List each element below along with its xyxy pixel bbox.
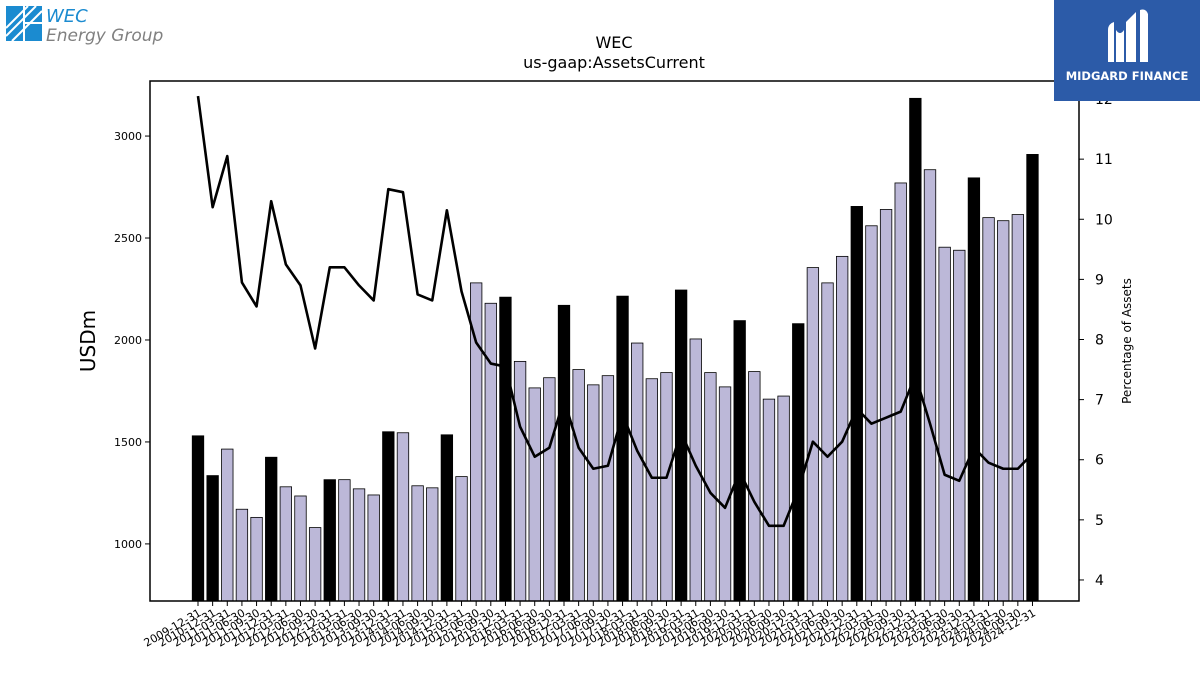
midgard-logo-text: MIDGARD FINANCE	[1065, 69, 1189, 83]
bar-2019-12-31	[733, 320, 746, 602]
y2-tick-label: 6	[1095, 453, 1104, 469]
bar-2014-12-31	[440, 434, 454, 602]
bar-2014-03-31	[396, 432, 410, 602]
bar-2019-09-30	[718, 386, 732, 602]
bar-2024-06-30	[997, 220, 1010, 602]
y2-tick-label: 4	[1095, 573, 1104, 589]
line-group	[196, 95, 1034, 528]
bar-2018-09-30	[660, 372, 673, 602]
bar-2018-03-31	[631, 342, 644, 602]
bar-2020-09-30	[777, 395, 790, 602]
bar-2013-06-30	[352, 488, 366, 602]
bar-2015-09-30	[484, 302, 497, 602]
bar-2011-12-31	[265, 456, 278, 602]
wec-logo	[6, 6, 166, 50]
y2-tick-label: 5	[1095, 513, 1104, 529]
bar-2017-03-31	[572, 369, 585, 602]
y-tick-label: 1000	[114, 538, 142, 551]
bar-2012-12-31	[323, 479, 336, 602]
y-tick-label: 2000	[114, 334, 142, 347]
percentage-line	[196, 95, 1034, 528]
bar-2015-03-31	[455, 476, 468, 602]
bar-2020-03-31	[748, 371, 761, 602]
bar-2023-06-30	[938, 246, 951, 602]
bar-2020-12-31	[792, 323, 805, 602]
bar-2022-12-31	[909, 97, 922, 602]
y-tick-label: 3000	[114, 130, 142, 143]
bars-group	[191, 97, 1039, 602]
bar-2017-06-30	[587, 384, 600, 602]
bar-2018-06-30	[645, 378, 658, 602]
bar-2012-09-30	[308, 527, 322, 602]
chart-subtitle: us-gaap:AssetsCurrent	[523, 53, 705, 72]
bar-2013-03-31	[338, 479, 351, 602]
wec-logo-subname: Energy Group	[46, 26, 164, 46]
wec-logo-name: WEC	[46, 6, 88, 27]
chart-title: WEC	[595, 33, 632, 52]
bar-2012-06-30	[294, 495, 307, 602]
axes-group: 100015002000250030004567891011122009-12-…	[114, 92, 1113, 650]
y2-axis-label: Percentage of Assets	[1120, 278, 1134, 404]
bar-2014-09-30	[426, 487, 439, 602]
bar-2024-09-30	[1011, 214, 1024, 602]
bar-2016-03-31	[513, 360, 527, 602]
midgard-logo: MIDGARD FINANCE	[1054, 0, 1200, 101]
bar-2013-09-30	[367, 494, 380, 602]
plot-frame	[149, 80, 1080, 602]
bar-2011-06-30	[235, 508, 249, 602]
bar-2021-06-30	[821, 282, 834, 602]
midgard-logo-icon	[1108, 9, 1148, 62]
bar-2014-06-30	[411, 485, 424, 602]
bar-2023-09-30	[953, 249, 966, 602]
y2-tick-label: 8	[1095, 332, 1104, 348]
bar-2016-09-30	[543, 377, 556, 602]
wec-logo-icon	[6, 6, 43, 42]
bar-2013-12-31	[382, 431, 395, 602]
bar-2011-09-30	[250, 516, 263, 602]
y2-tick-label: 7	[1095, 393, 1104, 409]
bar-2020-06-30	[762, 398, 776, 602]
y-tick-label: 2500	[114, 232, 142, 245]
y2-tick-label: 10	[1095, 212, 1113, 228]
y-tick-label: 1500	[114, 436, 142, 449]
y2-tick-label: 11	[1095, 152, 1113, 168]
y2-tick-label: 9	[1095, 272, 1104, 288]
bar-2017-09-30	[601, 375, 615, 602]
bar-2022-06-30	[879, 209, 893, 602]
bar-2024-12-31	[1026, 154, 1039, 602]
bar-2021-09-30	[836, 255, 849, 602]
bar-2024-03-31	[982, 217, 995, 602]
bar-2011-03-31	[221, 448, 234, 602]
bar-2016-12-31	[557, 304, 571, 602]
bar-2022-09-30	[894, 182, 907, 602]
bar-2017-12-31	[616, 295, 629, 602]
bar-2019-03-31	[689, 338, 702, 602]
bar-2009-12-31	[191, 435, 205, 602]
bar-2010-12-31	[206, 475, 219, 602]
y-axis-label: USDm	[76, 310, 100, 372]
bar-2021-03-31	[806, 267, 820, 602]
bar-2015-12-31	[499, 296, 512, 602]
bar-2023-12-31	[967, 177, 981, 602]
bar-2016-06-30	[528, 387, 541, 602]
bar-2023-03-31	[923, 169, 937, 602]
bar-2022-03-31	[865, 225, 878, 602]
bar-2012-03-31	[279, 486, 292, 602]
bar-2021-12-31	[850, 206, 863, 602]
